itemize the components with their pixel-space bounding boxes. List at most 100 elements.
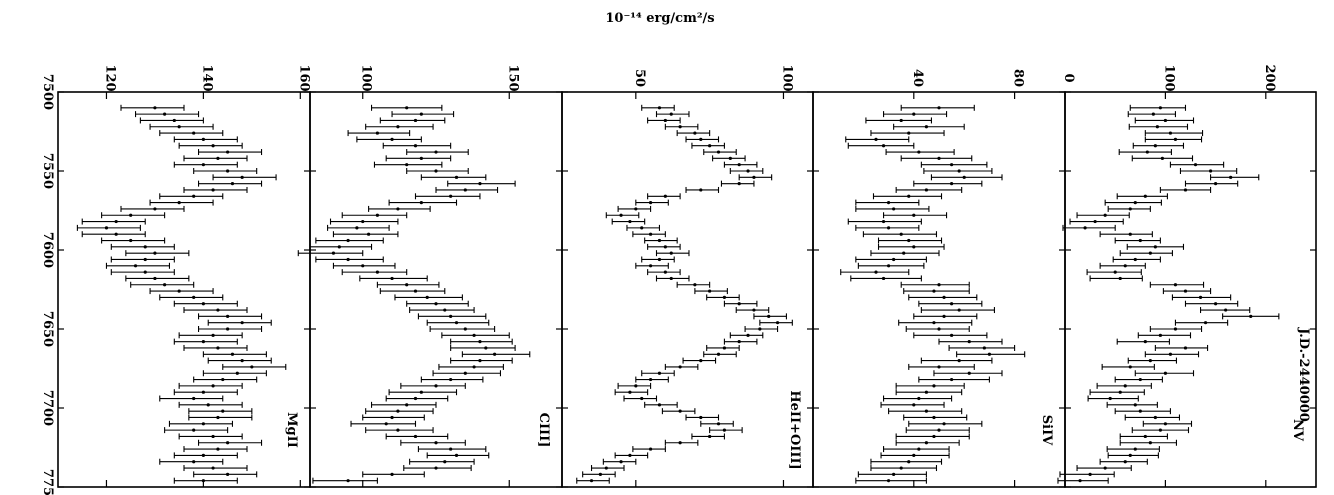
data-point — [900, 281, 970, 288]
data-point — [738, 174, 773, 181]
data-point — [183, 344, 248, 351]
data-marker — [1214, 302, 1218, 306]
data-marker — [331, 251, 336, 255]
data-point — [134, 111, 200, 118]
panel-frames — [57, 91, 1317, 488]
data-point — [1126, 243, 1185, 250]
data-marker — [211, 434, 215, 439]
data-point — [632, 231, 666, 238]
data-point — [388, 389, 458, 396]
data-point — [385, 433, 449, 440]
data-marker — [114, 219, 118, 224]
data-marker — [177, 289, 181, 293]
data-point — [647, 269, 681, 276]
data-point — [382, 142, 452, 149]
data-point — [110, 243, 175, 250]
data-point — [1134, 117, 1195, 124]
data-marker — [384, 422, 388, 426]
data-marker — [932, 321, 936, 325]
data-point — [183, 186, 248, 193]
data-marker — [463, 327, 467, 331]
data-marker — [449, 377, 453, 382]
data-point — [359, 275, 428, 282]
data-marker — [874, 137, 878, 141]
data-point — [197, 439, 263, 446]
data-point — [76, 224, 141, 231]
data-marker — [1158, 106, 1162, 110]
data-marker — [628, 390, 632, 394]
data-point — [956, 351, 1026, 358]
data-point — [862, 231, 938, 238]
data-marker — [663, 194, 667, 198]
data-point — [373, 161, 443, 168]
data-point — [420, 174, 487, 181]
data-marker — [201, 479, 205, 483]
data-marker — [361, 219, 365, 224]
data-marker — [346, 238, 350, 243]
data-point — [1132, 142, 1185, 149]
data-point — [920, 307, 995, 314]
data-marker — [1143, 434, 1147, 439]
data-marker — [367, 232, 371, 236]
data-marker — [937, 283, 941, 287]
data-marker — [1168, 131, 1173, 135]
data-marker — [1133, 257, 1137, 262]
data-marker — [950, 377, 954, 382]
data-marker — [881, 219, 886, 224]
data-marker — [163, 112, 167, 116]
data-point — [880, 452, 950, 459]
data-point — [183, 155, 248, 162]
data-marker — [413, 144, 418, 148]
data-point — [120, 205, 185, 212]
data-marker — [1160, 156, 1164, 160]
data-marker — [942, 422, 946, 426]
data-point — [1154, 344, 1209, 351]
data-point — [414, 193, 481, 200]
data-point — [197, 326, 263, 332]
data-point — [729, 168, 764, 174]
data-point — [753, 313, 787, 320]
data-marker — [648, 377, 653, 382]
data-marker — [104, 226, 109, 230]
data-marker — [699, 415, 703, 420]
data-point — [406, 149, 469, 156]
data-marker — [221, 409, 225, 413]
data-point — [883, 111, 948, 118]
data-marker — [937, 428, 941, 432]
data-marker — [1151, 112, 1155, 116]
data-marker — [987, 352, 992, 356]
y-tick-label: 50 — [632, 69, 647, 87]
data-point — [1106, 401, 1158, 408]
data-marker — [737, 182, 741, 186]
data-point — [920, 357, 993, 364]
data-marker — [1183, 188, 1188, 192]
data-point — [883, 395, 953, 402]
data-point — [883, 212, 948, 219]
data-point — [1099, 231, 1153, 238]
data-point — [1087, 395, 1139, 402]
data-point — [1089, 389, 1145, 396]
data-point — [1086, 269, 1142, 276]
data-point — [903, 414, 968, 421]
data-marker — [1173, 327, 1178, 331]
data-marker — [192, 460, 196, 464]
data-marker — [413, 434, 418, 439]
data-point — [703, 351, 737, 358]
data-point — [893, 123, 965, 130]
data-point — [626, 224, 660, 231]
data-marker — [454, 175, 459, 179]
data-marker — [405, 283, 409, 287]
data-marker — [177, 125, 181, 129]
data-marker — [129, 213, 133, 217]
data-marker — [1183, 346, 1188, 350]
data-point — [1144, 136, 1203, 143]
data-marker — [1083, 226, 1087, 230]
data-marker — [957, 308, 961, 312]
data-point — [183, 465, 248, 472]
data-marker — [678, 441, 682, 445]
data-marker — [177, 201, 181, 205]
data-point — [1106, 446, 1160, 453]
data-marker — [216, 346, 220, 350]
data-point — [332, 231, 399, 238]
data-point — [1114, 376, 1163, 383]
